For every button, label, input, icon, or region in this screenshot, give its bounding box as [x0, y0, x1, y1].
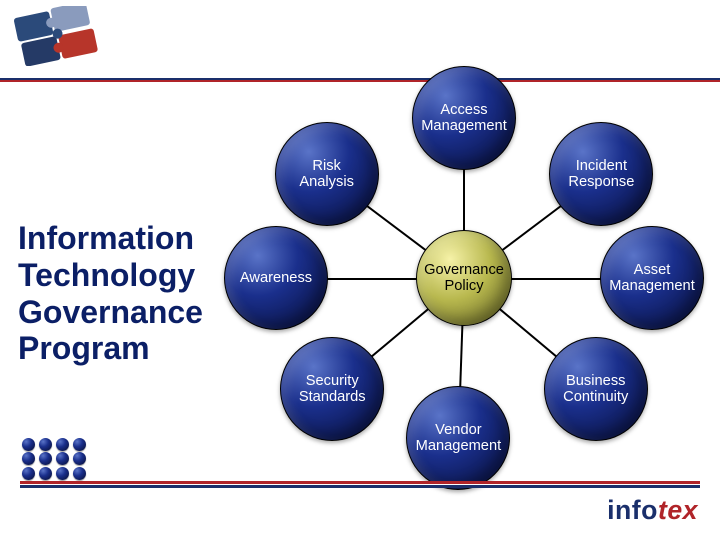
mini-node: [39, 438, 52, 451]
page-title: Information Technology Governance Progra…: [18, 220, 238, 367]
mini-node: [22, 452, 35, 465]
mini-node-grid: [22, 438, 92, 480]
outer-node: SecurityStandards: [280, 337, 384, 441]
hub-spoke-diagram: AccessManagement IncidentResponse AssetMan…: [250, 80, 710, 460]
mini-node: [39, 467, 52, 480]
mini-node: [56, 467, 69, 480]
mini-node: [22, 467, 35, 480]
mini-node: [73, 438, 86, 451]
outer-node-label: Awareness: [236, 266, 316, 290]
mini-node: [22, 438, 35, 451]
outer-node-label: BusinessContinuity: [559, 369, 632, 409]
outer-node-label: SecurityStandards: [295, 369, 370, 409]
outer-node: AccessManagement: [412, 66, 516, 170]
title-line-1: Information: [18, 220, 238, 257]
outer-node-label: AccessManagement: [417, 98, 511, 138]
outer-node: Awareness: [224, 226, 328, 330]
puzzle-logo: [12, 6, 100, 66]
mini-node: [39, 452, 52, 465]
outer-node: BusinessContinuity: [544, 337, 648, 441]
logo-part-1: info: [607, 495, 658, 525]
brand-logo: infotex: [607, 495, 698, 526]
puzzle-svg: [12, 6, 100, 66]
outer-node-label: AssetManagement: [605, 258, 699, 298]
mini-node: [56, 438, 69, 451]
title-line-2: Technology: [18, 257, 238, 294]
logo-part-2: tex: [658, 495, 698, 525]
mini-node: [73, 467, 86, 480]
center-node: GovernancePolicy: [416, 230, 512, 326]
mini-node: [73, 452, 86, 465]
outer-node: AssetManagement: [600, 226, 704, 330]
outer-node: IncidentResponse: [549, 122, 653, 226]
mini-node: [56, 452, 69, 465]
outer-node-label: RiskAnalysis: [295, 154, 358, 194]
center-node-label: GovernancePolicy: [420, 258, 508, 298]
bottom-divider-line-2: [20, 485, 700, 488]
outer-node-label: VendorManagement: [412, 418, 506, 458]
outer-node: VendorManagement: [406, 386, 510, 490]
title-line-4: Program: [18, 330, 238, 367]
title-line-3: Governance: [18, 294, 238, 331]
bottom-divider: [20, 481, 700, 488]
outer-node: RiskAnalysis: [275, 122, 379, 226]
outer-node-label: IncidentResponse: [564, 154, 638, 194]
